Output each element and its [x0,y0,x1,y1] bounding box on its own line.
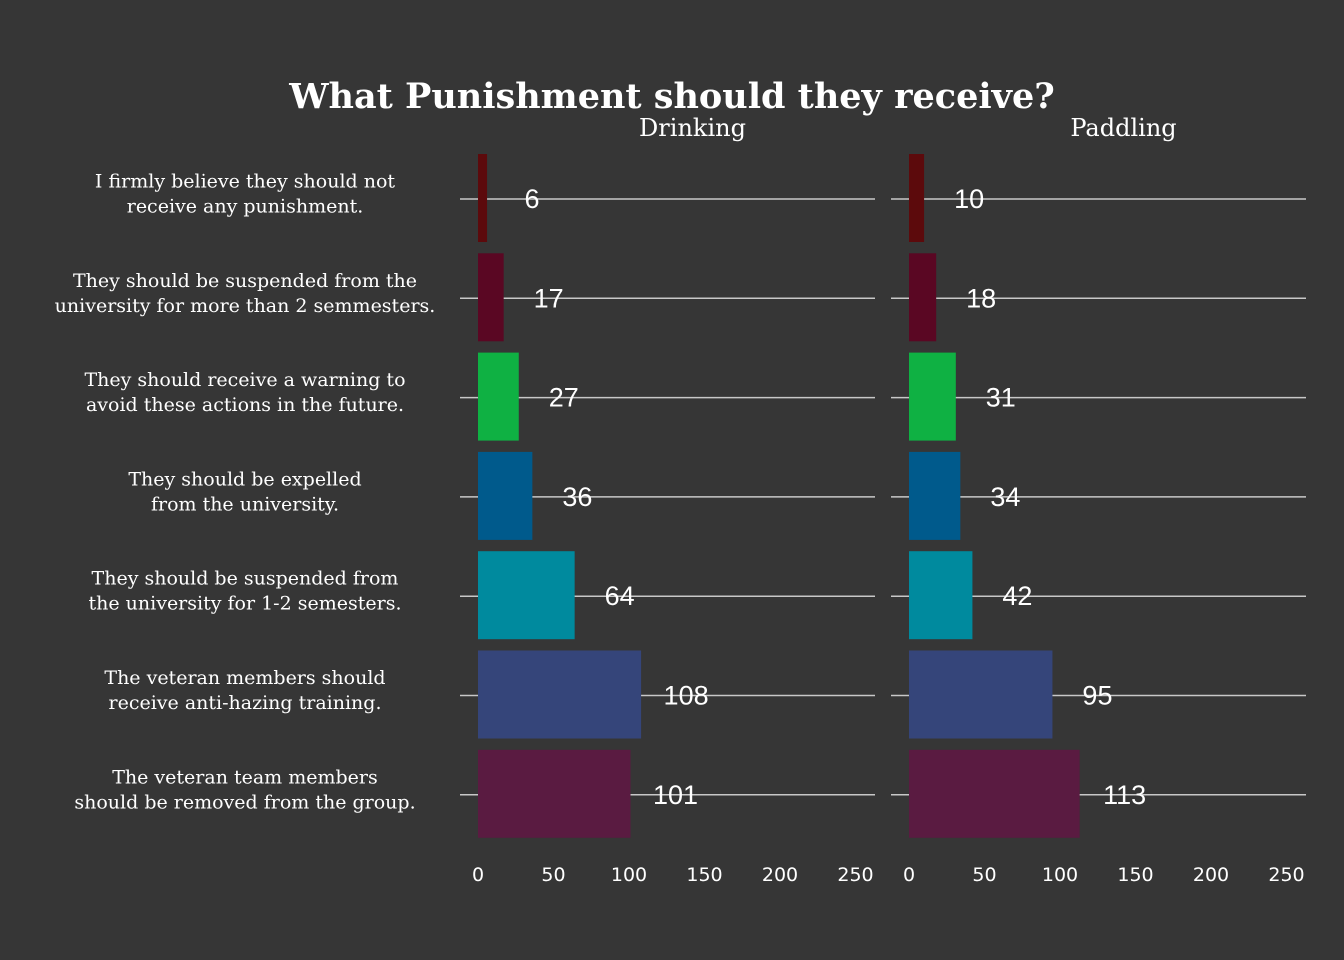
category-label-line: They should receive a warning to [84,369,405,391]
data-label: 95 [1082,681,1112,711]
data-label: 108 [664,681,709,711]
x-tick-label: 200 [1193,864,1229,886]
data-label: 17 [534,283,564,313]
x-tick-label: 200 [762,864,798,886]
bar [478,451,533,540]
data-label: 27 [549,383,579,413]
x-tick-label: 150 [686,864,722,886]
category-label: The veteran team members should be remove… [74,766,415,813]
bar [909,154,925,242]
bar [478,352,519,441]
panel-paddling: Paddling 10 18 31 34 42 95 113 0 50 100 150 200 250 [891,114,1306,886]
data-label: 31 [986,383,1016,413]
bar [478,551,575,640]
category-label: They should receive a warning to avoid th… [84,369,405,416]
data-label: 101 [653,780,698,810]
category-label-line: I firmly believe they should not [95,171,395,193]
chart-panels: I firmly believe they should not receive … [55,114,1306,886]
data-label: 36 [562,482,592,512]
panel-drinking: Drinking 6 17 27 36 64 108 101 0 50 100 150 200 250 [460,114,875,886]
x-tick-label: 250 [837,864,873,886]
category-label-line: The veteran members should [104,667,385,689]
data-label: 18 [966,283,996,313]
x-tick-label: 100 [1042,864,1078,886]
bar [478,253,504,342]
category-label-line: The veteran team members [112,766,378,788]
bar [478,749,631,838]
bar [478,650,642,739]
bar [909,749,1080,838]
category-label: I firmly believe they should not receive … [95,171,395,218]
category-label: They should be suspended from the univers… [55,270,436,317]
category-label-line: avoid these actions in the future. [86,394,404,416]
x-tick-label: 150 [1117,864,1153,886]
category-label-line: from the university. [151,493,339,515]
facet-label: Paddling [1070,114,1176,142]
category-label-line: receive anti-hazing training. [109,692,382,714]
data-label: 6 [525,184,540,214]
bar [909,352,956,441]
bar [909,650,1053,739]
data-label: 42 [1002,581,1032,611]
chart-title: What Punishment should they receive? [288,76,1055,117]
facet-label: Drinking [639,114,746,142]
category-label: The veteran members should receive anti-h… [104,667,385,714]
x-tick-label: 50 [541,864,565,886]
category-label-line: should be removed from the group. [74,791,415,813]
data-label: 113 [1103,780,1146,810]
data-label: 64 [605,581,635,611]
bar [909,451,961,540]
category-label-line: receive any punishment. [127,196,364,218]
category-label-line: university for more than 2 semmesters. [55,295,436,317]
category-label: They should be expelled from the universi… [128,468,361,515]
x-tick-label: 50 [972,864,996,886]
x-tick-label: 100 [611,864,647,886]
data-label: 10 [954,184,984,214]
x-tick-label: 0 [903,864,915,886]
category-label-line: They should be suspended from [92,568,399,590]
category-label-line: the university for 1-2 semesters. [89,593,402,615]
category-label-line: They should be suspended from the [73,270,417,292]
bar [909,253,937,342]
category-label: They should be suspended from the univers… [89,568,402,615]
x-tick-label: 0 [472,864,484,886]
bar [909,551,973,640]
x-tick-label: 250 [1268,864,1304,886]
bar [478,154,488,242]
category-label-line: They should be expelled [128,468,361,490]
data-label: 34 [990,482,1020,512]
